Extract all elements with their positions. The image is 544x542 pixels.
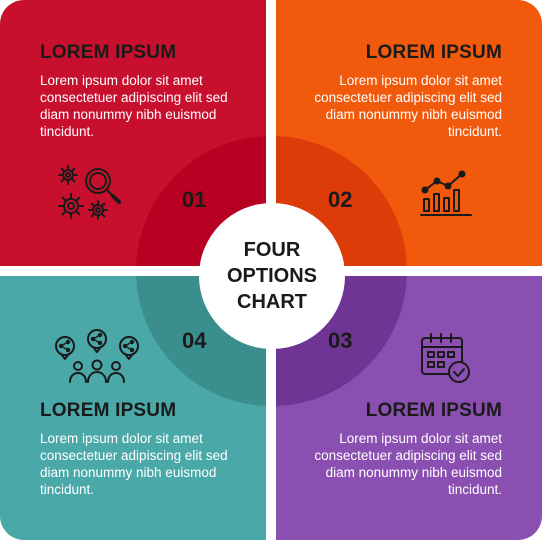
- center-title: FOUR OPTIONS CHART: [226, 239, 317, 313]
- option-04-number: 04: [182, 328, 207, 353]
- option-02-number: 02: [328, 187, 353, 212]
- option-03-title: LOREM IPSUM: [365, 400, 502, 421]
- option-02-title: LOREM IPSUM: [365, 42, 502, 63]
- gears-magnifier-icon: [58, 165, 121, 220]
- option-01-number: 01: [182, 187, 207, 212]
- option-03-text: Lorem ipsum dolor sit amet consectetuer …: [314, 431, 502, 497]
- option-01-text: Lorem ipsum dolor sit amet consectetuer …: [40, 73, 228, 139]
- option-04-title: LOREM IPSUM: [40, 400, 177, 421]
- bar-chart-trend-icon: [420, 170, 472, 216]
- center-circle: FOUR OPTIONS CHART: [199, 203, 345, 349]
- option-03-number: 03: [328, 328, 353, 353]
- option-04-text: Lorem ipsum dolor sit amet consectetuer …: [40, 431, 228, 497]
- option-01-title: LOREM IPSUM: [40, 42, 177, 63]
- calendar-check-icon: [421, 333, 470, 383]
- team-share-icon: [55, 329, 139, 383]
- option-02-text: Lorem ipsum dolor sit amet consectetuer …: [314, 73, 502, 139]
- option-01-panel: LOREM IPSUM Lorem ipsum dolor sit amet c…: [0, 0, 266, 266]
